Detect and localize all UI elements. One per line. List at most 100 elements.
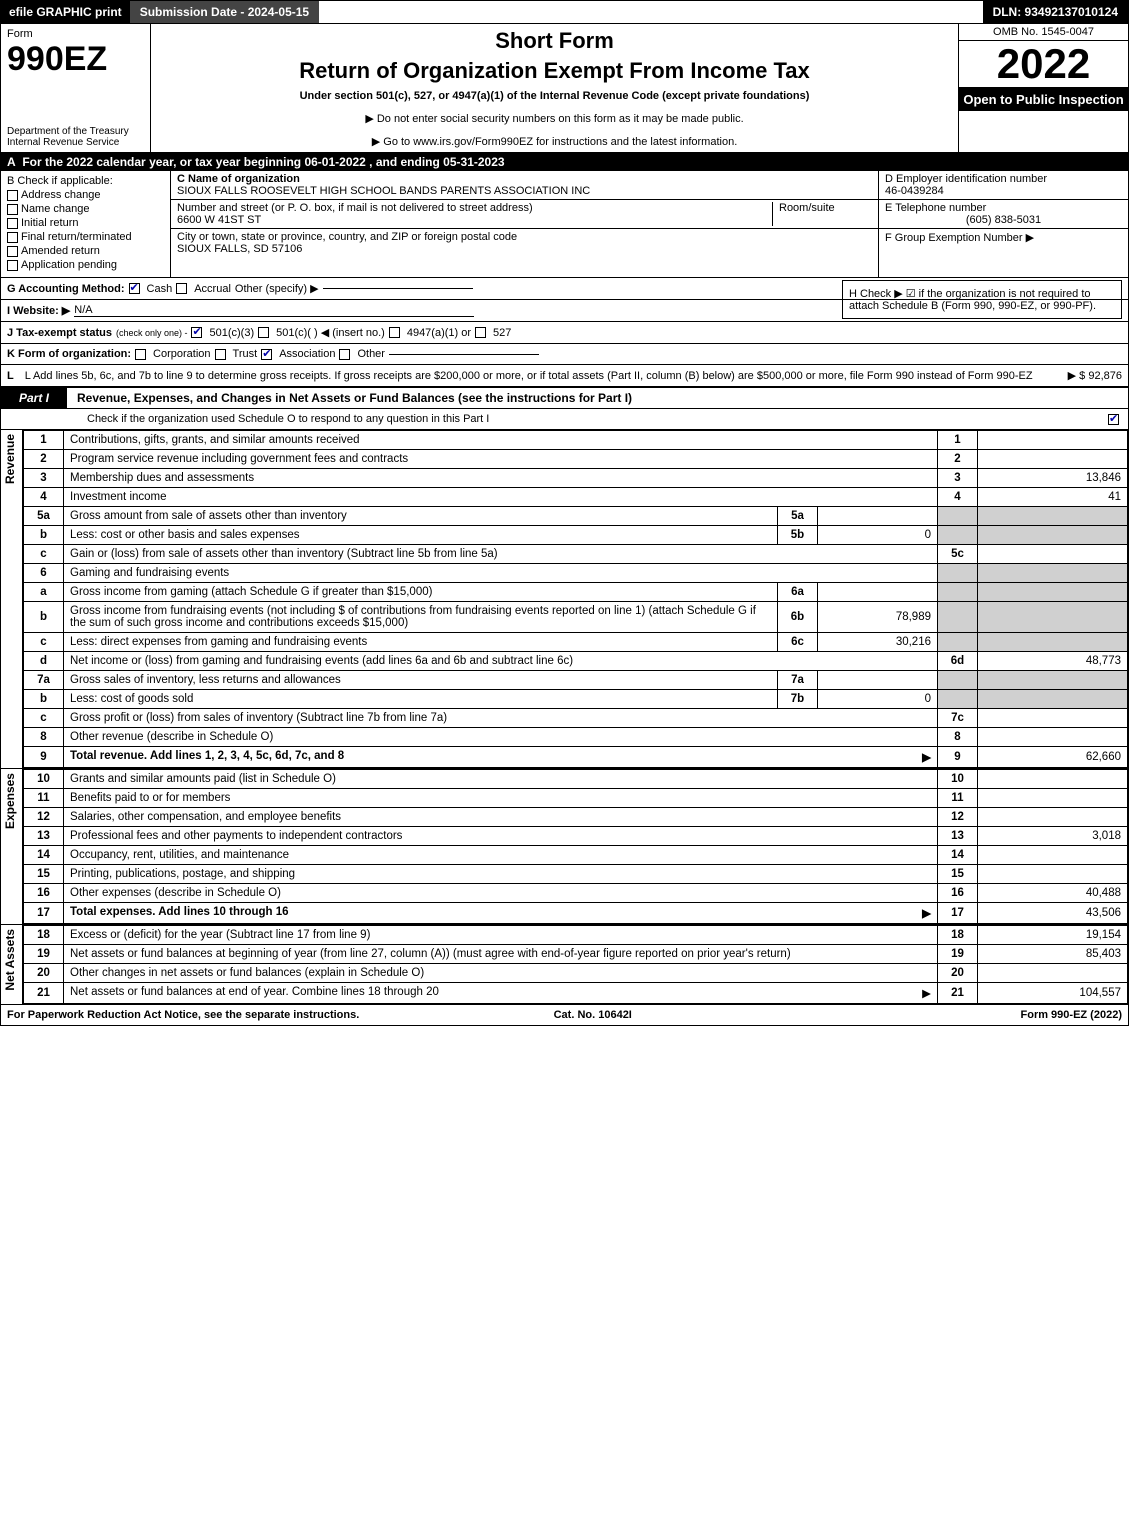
note-ssn: ▶ Do not enter social security numbers o… <box>161 112 948 125</box>
section-b-heading: Check if applicable: <box>17 175 112 187</box>
line-17: 17Total expenses. Add lines 10 through 1… <box>24 903 1128 924</box>
expenses-section: Expenses 10Grants and similar amounts pa… <box>1 769 1128 925</box>
line-7b: bLess: cost of goods sold7b0 <box>24 690 1128 709</box>
other-org-input[interactable] <box>389 354 539 355</box>
footer-cat: Cat. No. 10642I <box>554 1009 632 1021</box>
section-b-label: B <box>7 175 14 187</box>
chk-application-pending[interactable]: Application pending <box>7 259 164 271</box>
net-assets-rot-label: Net Assets <box>1 925 23 1004</box>
org-name: SIOUX FALLS ROOSEVELT HIGH SCHOOL BANDS … <box>177 185 872 197</box>
short-form-heading: Short Form <box>161 28 948 54</box>
dept-treasury: Department of the Treasury Internal Reve… <box>7 126 144 148</box>
tax-exempt-row: J Tax-exempt status (check only one) - 5… <box>1 322 1128 344</box>
phone-label: E Telephone number <box>885 202 986 214</box>
page-footer: For Paperwork Reduction Act Notice, see … <box>1 1005 1128 1025</box>
chk-trust[interactable] <box>215 349 226 360</box>
chk-association[interactable] <box>261 349 272 360</box>
part1-title: Revenue, Expenses, and Changes in Net As… <box>67 391 632 405</box>
part1-header: Part I Revenue, Expenses, and Changes in… <box>1 387 1128 409</box>
line-20: 20Other changes in net assets or fund ba… <box>24 964 1128 983</box>
chk-schedule-o[interactable] <box>1108 414 1119 425</box>
line-12: 12Salaries, other compensation, and empl… <box>24 808 1128 827</box>
revenue-rot-label: Revenue <box>1 430 23 768</box>
j-sub: (check only one) - <box>116 328 188 338</box>
dln: DLN: 93492137010124 <box>983 1 1128 23</box>
line-7a: 7aGross sales of inventory, less returns… <box>24 671 1128 690</box>
line-5c: cGain or (loss) from sale of assets othe… <box>24 545 1128 564</box>
line-21: 21Net assets or fund balances at end of … <box>24 983 1128 1004</box>
expenses-rot-label: Expenses <box>1 769 23 924</box>
line-18: 18Excess or (deficit) for the year (Subt… <box>24 926 1128 945</box>
org-name-label: C Name of organization <box>177 173 300 185</box>
city-label: City or town, state or province, country… <box>177 231 517 243</box>
net-assets-section: Net Assets 18Excess or (deficit) for the… <box>1 925 1128 1005</box>
line-l-row: L L Add lines 5b, 6c, and 7b to line 9 t… <box>1 365 1128 387</box>
expenses-table: 10Grants and similar amounts paid (list … <box>23 769 1128 924</box>
other-specify-input[interactable] <box>323 288 473 289</box>
chk-corporation[interactable] <box>135 349 146 360</box>
schedule-b-box: H Check ▶ ☑ if the organization is not r… <box>842 280 1122 319</box>
chk-final-return[interactable]: Final return/terminated <box>7 231 164 243</box>
chk-address-change[interactable]: Address change <box>7 189 164 201</box>
room-label: Room/suite <box>779 202 835 214</box>
form-number: 990EZ <box>7 40 144 79</box>
tax-year: 2022 <box>959 41 1128 88</box>
line-15: 15Printing, publications, postage, and s… <box>24 865 1128 884</box>
chk-501c3[interactable] <box>191 327 202 338</box>
line-10: 10Grants and similar amounts paid (list … <box>24 770 1128 789</box>
info-grid: B Check if applicable: Address change Na… <box>1 171 1128 278</box>
line-11: 11Benefits paid to or for members11 <box>24 789 1128 808</box>
k-label: K Form of organization: <box>7 348 131 360</box>
chk-other-org[interactable] <box>339 349 350 360</box>
line-6b: bGross income from fundraising events (n… <box>24 602 1128 633</box>
phone: (605) 838-5031 <box>885 214 1122 226</box>
title-col: Short Form Return of Organization Exempt… <box>151 24 958 152</box>
chk-name-change[interactable]: Name change <box>7 203 164 215</box>
footer-left: For Paperwork Reduction Act Notice, see … <box>7 1009 359 1021</box>
chk-initial-return[interactable]: Initial return <box>7 217 164 229</box>
section-a-label: A <box>7 155 16 169</box>
submission-date: Submission Date - 2024-05-15 <box>130 1 319 23</box>
l-value: ▶ $ 92,876 <box>1068 369 1122 382</box>
line-3: 3Membership dues and assessments313,846 <box>24 469 1128 488</box>
line-9: 9Total revenue. Add lines 1, 2, 3, 4, 5c… <box>24 747 1128 768</box>
top-bar: efile GRAPHIC print Submission Date - 20… <box>1 1 1128 24</box>
chk-501c[interactable] <box>258 327 269 338</box>
g-label: G Accounting Method: <box>7 283 125 295</box>
form-990ez-page: efile GRAPHIC print Submission Date - 20… <box>0 0 1129 1026</box>
arrow-icon: ▶ <box>922 986 931 1000</box>
omb-number: OMB No. 1545-0047 <box>959 24 1128 41</box>
chk-4947[interactable] <box>389 327 400 338</box>
street: 6600 W 41ST ST <box>177 214 772 226</box>
ein-label: D Employer identification number <box>885 173 1047 185</box>
line-6a: aGross income from gaming (attach Schedu… <box>24 583 1128 602</box>
part1-check-text: Check if the organization used Schedule … <box>7 413 489 425</box>
efile-graphic-print-button[interactable]: efile GRAPHIC print <box>1 1 130 23</box>
line-2: 2Program service revenue including gover… <box>24 450 1128 469</box>
chk-amended-return[interactable]: Amended return <box>7 245 164 257</box>
part1-tag: Part I <box>1 388 67 408</box>
main-title: Return of Organization Exempt From Incom… <box>161 58 948 84</box>
arrow-icon: ▶ <box>922 906 931 920</box>
chk-cash[interactable] <box>129 283 140 294</box>
accounting-method-row: G Accounting Method: Cash Accrual Other … <box>1 278 1128 300</box>
spacer <box>319 1 982 23</box>
line-5b: bLess: cost or other basis and sales exp… <box>24 526 1128 545</box>
section-c: C Name of organization SIOUX FALLS ROOSE… <box>171 171 878 277</box>
revenue-table: 1Contributions, gifts, grants, and simil… <box>23 430 1128 768</box>
form-of-org-row: K Form of organization: Corporation Trus… <box>1 344 1128 365</box>
website-value: N/A <box>74 304 474 317</box>
section-d: D Employer identification number 46-0439… <box>878 171 1128 277</box>
revenue-section: Revenue 1Contributions, gifts, grants, a… <box>1 430 1128 769</box>
line-6: 6Gaming and fundraising events <box>24 564 1128 583</box>
line-19: 19Net assets or fund balances at beginni… <box>24 945 1128 964</box>
chk-527[interactable] <box>475 327 486 338</box>
section-a-text: For the 2022 calendar year, or tax year … <box>22 155 504 169</box>
arrow-icon: ▶ <box>922 750 931 764</box>
section-b: B Check if applicable: Address change Na… <box>1 171 171 277</box>
chk-accrual[interactable] <box>176 283 187 294</box>
group-exemption-label: F Group Exemption Number ▶ <box>885 232 1034 244</box>
line-5a: 5aGross amount from sale of assets other… <box>24 507 1128 526</box>
part1-check-row: Check if the organization used Schedule … <box>1 409 1128 430</box>
form-header: Form 990EZ Department of the Treasury In… <box>1 24 1128 153</box>
